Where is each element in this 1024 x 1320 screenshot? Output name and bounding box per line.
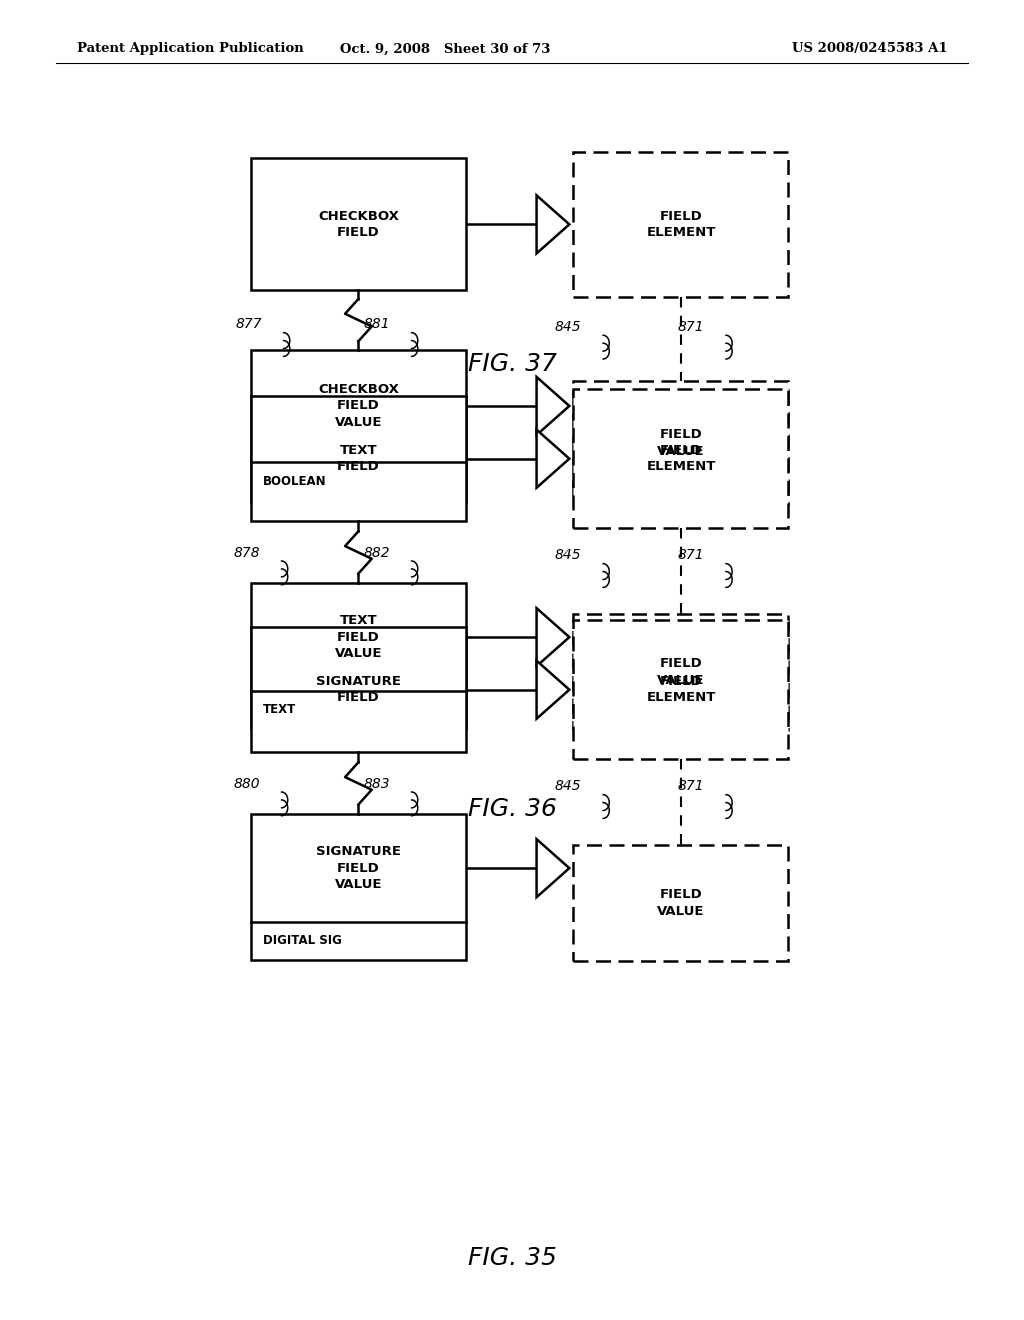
Polygon shape [537, 840, 569, 898]
Text: 871: 871 [678, 548, 705, 562]
Text: FIELD
ELEMENT: FIELD ELEMENT [646, 210, 716, 239]
Text: FIELD
VALUE: FIELD VALUE [657, 888, 705, 917]
Bar [251, 158, 466, 290]
Text: FIELD
ELEMENT: FIELD ELEMENT [646, 444, 716, 474]
Polygon shape [537, 195, 569, 253]
Bar [251, 627, 466, 752]
Polygon shape [537, 430, 569, 488]
Polygon shape [537, 660, 569, 718]
Text: FIELD
VALUE: FIELD VALUE [657, 428, 705, 458]
Text: FIELD
VALUE: FIELD VALUE [657, 657, 705, 686]
Text: CHECKBOX
FIELD: CHECKBOX FIELD [318, 210, 398, 239]
Bar [573, 614, 788, 730]
Text: Oct. 9, 2008   Sheet 30 of 73: Oct. 9, 2008 Sheet 30 of 73 [340, 42, 551, 55]
Text: 845: 845 [555, 779, 582, 793]
Text: 878: 878 [233, 545, 260, 560]
Text: SIGNATURE
FIELD: SIGNATURE FIELD [315, 675, 401, 705]
Text: BOOLEAN: BOOLEAN [263, 475, 327, 488]
Bar [573, 381, 788, 504]
Text: 845: 845 [555, 548, 582, 562]
Text: US 2008/0245583 A1: US 2008/0245583 A1 [792, 42, 947, 55]
Bar [251, 396, 466, 521]
Text: FIG. 36: FIG. 36 [468, 797, 556, 821]
Bar [251, 814, 466, 960]
Bar [573, 389, 788, 528]
Text: 877: 877 [236, 317, 262, 331]
Text: FIG. 35: FIG. 35 [468, 1246, 556, 1270]
Text: TEXT: TEXT [263, 704, 296, 717]
Polygon shape [537, 378, 569, 436]
Text: FIELD
ELEMENT: FIELD ELEMENT [646, 675, 716, 705]
Text: 880: 880 [233, 776, 260, 791]
Text: SIGNATURE
FIELD
VALUE: SIGNATURE FIELD VALUE [315, 845, 401, 891]
Bar [251, 350, 466, 502]
Bar [573, 620, 788, 759]
Text: 881: 881 [364, 317, 390, 331]
Text: 882: 882 [364, 545, 390, 560]
Text: TEXT
FIELD
VALUE: TEXT FIELD VALUE [335, 614, 382, 660]
Text: CHECKBOX
FIELD
VALUE: CHECKBOX FIELD VALUE [318, 383, 398, 429]
Text: DIGITAL SIG: DIGITAL SIG [263, 935, 342, 948]
Text: 871: 871 [678, 319, 705, 334]
Text: 871: 871 [678, 779, 705, 793]
Text: FIG. 37: FIG. 37 [468, 352, 556, 376]
Text: 883: 883 [364, 776, 390, 791]
Text: TEXT
FIELD: TEXT FIELD [337, 444, 380, 474]
Polygon shape [537, 609, 569, 667]
Bar [573, 152, 788, 297]
Text: Patent Application Publication: Patent Application Publication [77, 42, 303, 55]
Text: 845: 845 [555, 319, 582, 334]
Bar [251, 583, 466, 729]
Bar [573, 845, 788, 961]
